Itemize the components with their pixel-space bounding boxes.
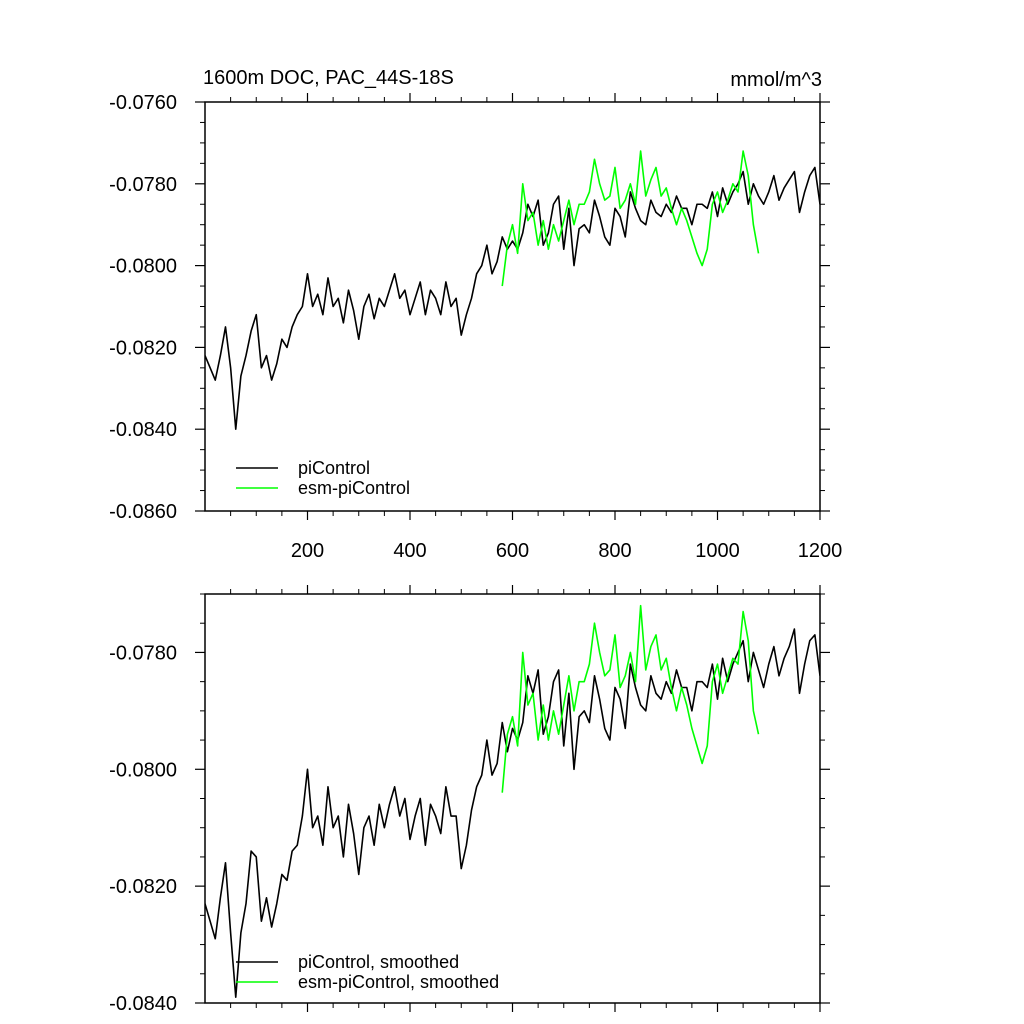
series-line-picontrol-smoothed <box>205 628 820 998</box>
chart-title: 1600m DOC, PAC_44S-18S <box>203 67 454 89</box>
y-tick-label: -0.0800 <box>109 759 177 781</box>
x-tick-label: 200 <box>291 540 324 562</box>
y-tick-label: -0.0800 <box>109 256 177 278</box>
y-tick-label: -0.0780 <box>109 174 177 196</box>
legend-label: esm-piControl, smoothed <box>298 972 499 992</box>
top-panel: 200 400 600 800 1000 1200 -0.0860 -0.0840 -0.082… <box>109 67 842 562</box>
bottom-panel: -0.0840 -0.0820 -0.0800 -0.0780 piControl, s… <box>109 585 830 1015</box>
legend-label: piControl <box>298 458 370 478</box>
plot-frame <box>204 101 821 512</box>
series-line-esm-picontrol <box>501 150 760 287</box>
y-tick-label: -0.0820 <box>109 876 177 898</box>
y-tick-label: -0.0840 <box>109 993 177 1015</box>
x-tick-label: 800 <box>598 540 631 562</box>
x-tick-label: 600 <box>496 540 529 562</box>
y-tick-label: -0.0820 <box>109 337 177 359</box>
y-tick-label: -0.0780 <box>109 642 177 664</box>
units-label: mmol/m^3 <box>730 69 822 91</box>
y-tick-label: -0.0860 <box>109 501 177 523</box>
series-line-esm-picontrol-smoothed <box>501 604 760 793</box>
y-tick-label: -0.0760 <box>109 92 177 114</box>
plot-frame <box>204 593 821 1004</box>
legend-label: esm-piControl <box>298 478 410 498</box>
y-tick-label: -0.0840 <box>109 419 177 441</box>
x-tick-label: 1000 <box>695 540 740 562</box>
legend-label: piControl, smoothed <box>298 952 459 972</box>
series-line-picontrol <box>205 166 820 431</box>
x-tick-label: 400 <box>393 540 426 562</box>
x-tick-label: 1200 <box>798 540 843 562</box>
